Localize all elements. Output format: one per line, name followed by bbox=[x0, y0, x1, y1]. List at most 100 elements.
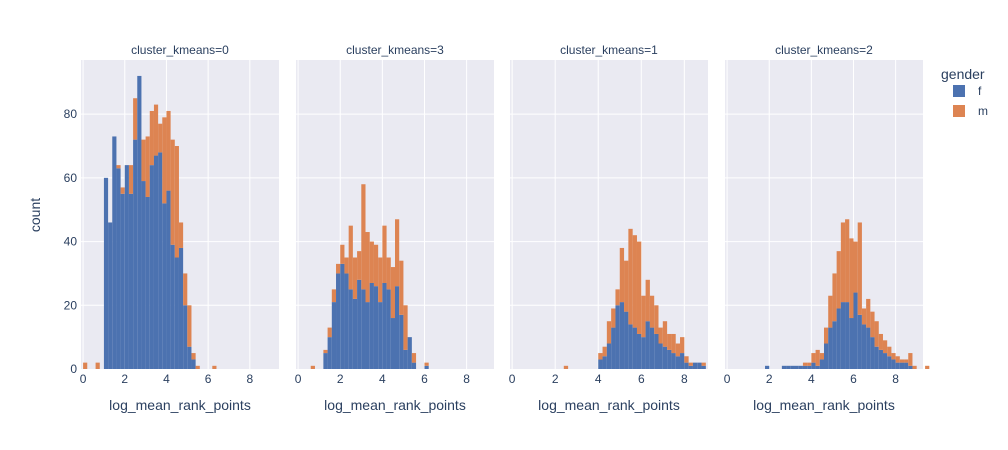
bar-f[interactable] bbox=[658, 343, 663, 369]
bar-f[interactable] bbox=[802, 365, 808, 369]
bar-f[interactable] bbox=[619, 302, 625, 369]
bar-m[interactable] bbox=[925, 365, 930, 369]
bar-f[interactable] bbox=[120, 193, 125, 369]
bar-m[interactable] bbox=[866, 298, 871, 328]
bar-m[interactable] bbox=[331, 289, 337, 303]
bar-m[interactable] bbox=[158, 123, 163, 153]
bar-f[interactable] bbox=[361, 289, 366, 369]
bar-m[interactable] bbox=[874, 321, 879, 347]
bar-f[interactable] bbox=[178, 247, 184, 369]
bar-m[interactable] bbox=[853, 241, 858, 293]
bar-f[interactable] bbox=[781, 365, 787, 369]
bar-m[interactable] bbox=[191, 353, 196, 360]
bar-m[interactable] bbox=[840, 222, 846, 303]
bar-m[interactable] bbox=[403, 305, 408, 350]
bar-f[interactable] bbox=[628, 324, 633, 369]
bar-f[interactable] bbox=[832, 321, 837, 369]
bar-m[interactable] bbox=[411, 353, 417, 363]
bar-f[interactable] bbox=[857, 314, 862, 369]
bar-f[interactable] bbox=[108, 222, 113, 369]
bar-m[interactable] bbox=[882, 340, 888, 354]
bar-m[interactable] bbox=[619, 247, 625, 303]
bar-f[interactable] bbox=[870, 337, 875, 369]
bar-m[interactable] bbox=[654, 305, 659, 334]
bar-f[interactable] bbox=[386, 289, 391, 369]
bar-m[interactable] bbox=[120, 187, 125, 194]
bar-f[interactable] bbox=[815, 365, 820, 369]
bar-m[interactable] bbox=[611, 308, 616, 328]
bar-f[interactable] bbox=[836, 308, 841, 369]
bar-f[interactable] bbox=[424, 365, 429, 369]
bar-m[interactable] bbox=[153, 104, 159, 156]
bar-f[interactable] bbox=[790, 365, 795, 369]
bar-m[interactable] bbox=[819, 353, 824, 360]
bar-f[interactable] bbox=[378, 302, 383, 369]
bar-m[interactable] bbox=[688, 362, 693, 366]
bar-m[interactable] bbox=[641, 295, 646, 338]
bar-f[interactable] bbox=[874, 346, 879, 369]
bar-f[interactable] bbox=[891, 359, 896, 369]
bar-f[interactable] bbox=[794, 365, 799, 369]
bar-m[interactable] bbox=[802, 362, 808, 366]
bar-m[interactable] bbox=[870, 311, 875, 338]
bar-m[interactable] bbox=[908, 353, 913, 366]
bar-f[interactable] bbox=[166, 190, 171, 369]
bar-f[interactable] bbox=[103, 177, 109, 369]
bar-m[interactable] bbox=[606, 321, 612, 344]
bar-f[interactable] bbox=[403, 349, 408, 369]
bar-m[interactable] bbox=[116, 165, 121, 169]
bar-f[interactable] bbox=[162, 203, 167, 369]
bar-f[interactable] bbox=[641, 337, 646, 369]
bar-m[interactable] bbox=[836, 251, 841, 309]
bar-m[interactable] bbox=[183, 273, 188, 306]
bar-f[interactable] bbox=[887, 356, 892, 369]
bar-m[interactable] bbox=[373, 244, 379, 287]
bar-m[interactable] bbox=[361, 184, 366, 290]
legend-item-m[interactable]: m bbox=[953, 104, 988, 118]
bar-m[interactable] bbox=[684, 356, 689, 363]
bar-f[interactable] bbox=[373, 286, 379, 369]
bar-f[interactable] bbox=[407, 337, 412, 369]
bar-m[interactable] bbox=[632, 235, 637, 328]
bar-m[interactable] bbox=[382, 225, 387, 283]
bar-m[interactable] bbox=[141, 139, 146, 182]
bar-m[interactable] bbox=[636, 241, 642, 334]
bar-m[interactable] bbox=[912, 365, 917, 369]
bar-m[interactable] bbox=[857, 222, 862, 315]
bar-f[interactable] bbox=[684, 362, 689, 369]
bar-f[interactable] bbox=[649, 327, 655, 369]
bar-m[interactable] bbox=[675, 343, 681, 357]
bar-f[interactable] bbox=[323, 353, 328, 369]
bar-f[interactable] bbox=[824, 343, 829, 369]
bar-f[interactable] bbox=[183, 305, 188, 369]
bar-m[interactable] bbox=[645, 279, 650, 322]
bar-f[interactable] bbox=[688, 365, 693, 369]
bar-f[interactable] bbox=[145, 196, 150, 369]
bar-m[interactable] bbox=[807, 362, 812, 366]
bar-f[interactable] bbox=[662, 346, 668, 369]
bar-m[interactable] bbox=[128, 165, 134, 194]
bar-m[interactable] bbox=[895, 356, 900, 363]
bar-f[interactable] bbox=[174, 257, 179, 369]
bar-f[interactable] bbox=[395, 286, 400, 369]
bar-m[interactable] bbox=[649, 295, 655, 328]
bar-f[interactable] bbox=[411, 362, 417, 369]
bar-f[interactable] bbox=[861, 324, 867, 369]
bar-m[interactable] bbox=[667, 333, 672, 350]
bar-m[interactable] bbox=[340, 244, 345, 264]
bar-m[interactable] bbox=[178, 222, 184, 248]
bar-f[interactable] bbox=[853, 292, 858, 369]
bar-m[interactable] bbox=[83, 362, 88, 369]
bar-m[interactable] bbox=[878, 333, 883, 350]
bar-m[interactable] bbox=[170, 139, 175, 245]
bar-f[interactable] bbox=[158, 152, 163, 369]
bar-m[interactable] bbox=[904, 359, 909, 363]
bar-f[interactable] bbox=[645, 321, 650, 369]
bar-f[interactable] bbox=[191, 359, 196, 369]
bar-f[interactable] bbox=[615, 305, 620, 369]
bar-m[interactable] bbox=[310, 365, 315, 369]
bar-f[interactable] bbox=[765, 365, 770, 369]
bar-m[interactable] bbox=[849, 238, 854, 319]
bar-m[interactable] bbox=[899, 359, 905, 363]
bar-m[interactable] bbox=[336, 263, 341, 274]
